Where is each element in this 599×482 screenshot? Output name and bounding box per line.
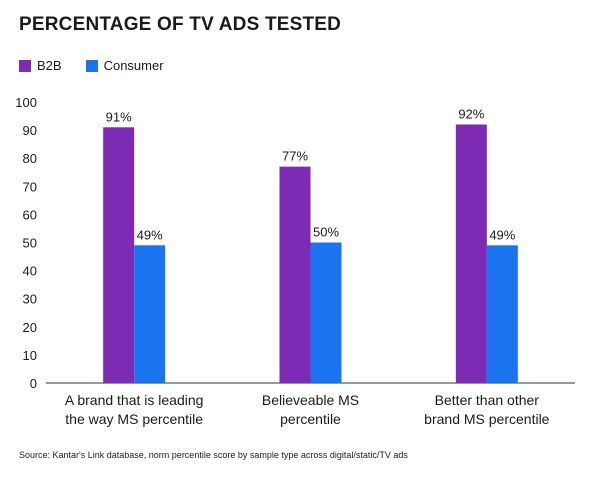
legend-swatch-b2b <box>19 59 31 72</box>
y-tick-label: 20 <box>23 320 37 335</box>
bar-consumer-0 <box>134 245 166 383</box>
data-label-consumer-2: 49% <box>489 227 515 242</box>
data-label-consumer-1: 50% <box>313 225 339 240</box>
bar-consumer-2 <box>486 245 518 383</box>
category-label: brand MS percentile <box>424 411 550 427</box>
y-tick-label: 70 <box>23 179 37 194</box>
y-tick-label: 30 <box>23 292 37 307</box>
legend-item-b2b: B2B <box>19 58 62 73</box>
legend: B2B Consumer <box>19 58 188 73</box>
data-label-b2b-0: 91% <box>106 109 132 124</box>
data-label-consumer-0: 49% <box>137 227 163 242</box>
y-tick-label: 0 <box>30 376 37 391</box>
source-note: Source: Kantar's Link database, norm per… <box>19 450 408 460</box>
y-tick-label: 90 <box>23 123 37 138</box>
y-tick-label: 100 <box>15 95 37 110</box>
category-label: percentile <box>280 411 341 427</box>
legend-label-b2b: B2B <box>37 58 62 73</box>
y-tick-label: 60 <box>23 207 37 222</box>
data-label-b2b-1: 77% <box>282 149 308 164</box>
category-label: A brand that is leading <box>65 392 204 408</box>
category-label: Believeable MS <box>262 392 359 408</box>
legend-label-consumer: Consumer <box>103 58 164 73</box>
chart-title: PERCENTAGE OF TV ADS TESTED <box>19 14 342 35</box>
bar-b2b-0 <box>103 127 135 383</box>
y-tick-label: 50 <box>23 236 37 251</box>
category-label: Better than other <box>435 392 540 408</box>
bar-consumer-1 <box>310 242 342 383</box>
y-tick-label: 40 <box>23 264 37 279</box>
category-label: the way MS percentile <box>65 411 203 427</box>
y-tick-label: 80 <box>23 151 37 166</box>
data-label-b2b-2: 92% <box>458 106 484 121</box>
bar-b2b-1 <box>279 166 311 383</box>
bar-b2b-2 <box>455 124 487 383</box>
legend-item-consumer: Consumer <box>85 58 164 73</box>
legend-swatch-consumer <box>85 59 98 72</box>
y-tick-label: 10 <box>23 348 37 363</box>
